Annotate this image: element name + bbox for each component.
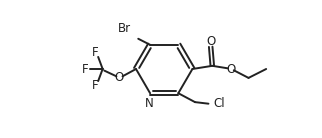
Text: O: O: [226, 63, 235, 75]
Text: O: O: [115, 71, 124, 84]
Text: F: F: [82, 63, 88, 75]
Text: Cl: Cl: [213, 97, 225, 110]
Text: N: N: [145, 97, 153, 110]
Text: F: F: [92, 46, 99, 59]
Text: O: O: [206, 34, 215, 48]
Text: F: F: [92, 79, 99, 92]
Text: Br: Br: [118, 22, 131, 35]
